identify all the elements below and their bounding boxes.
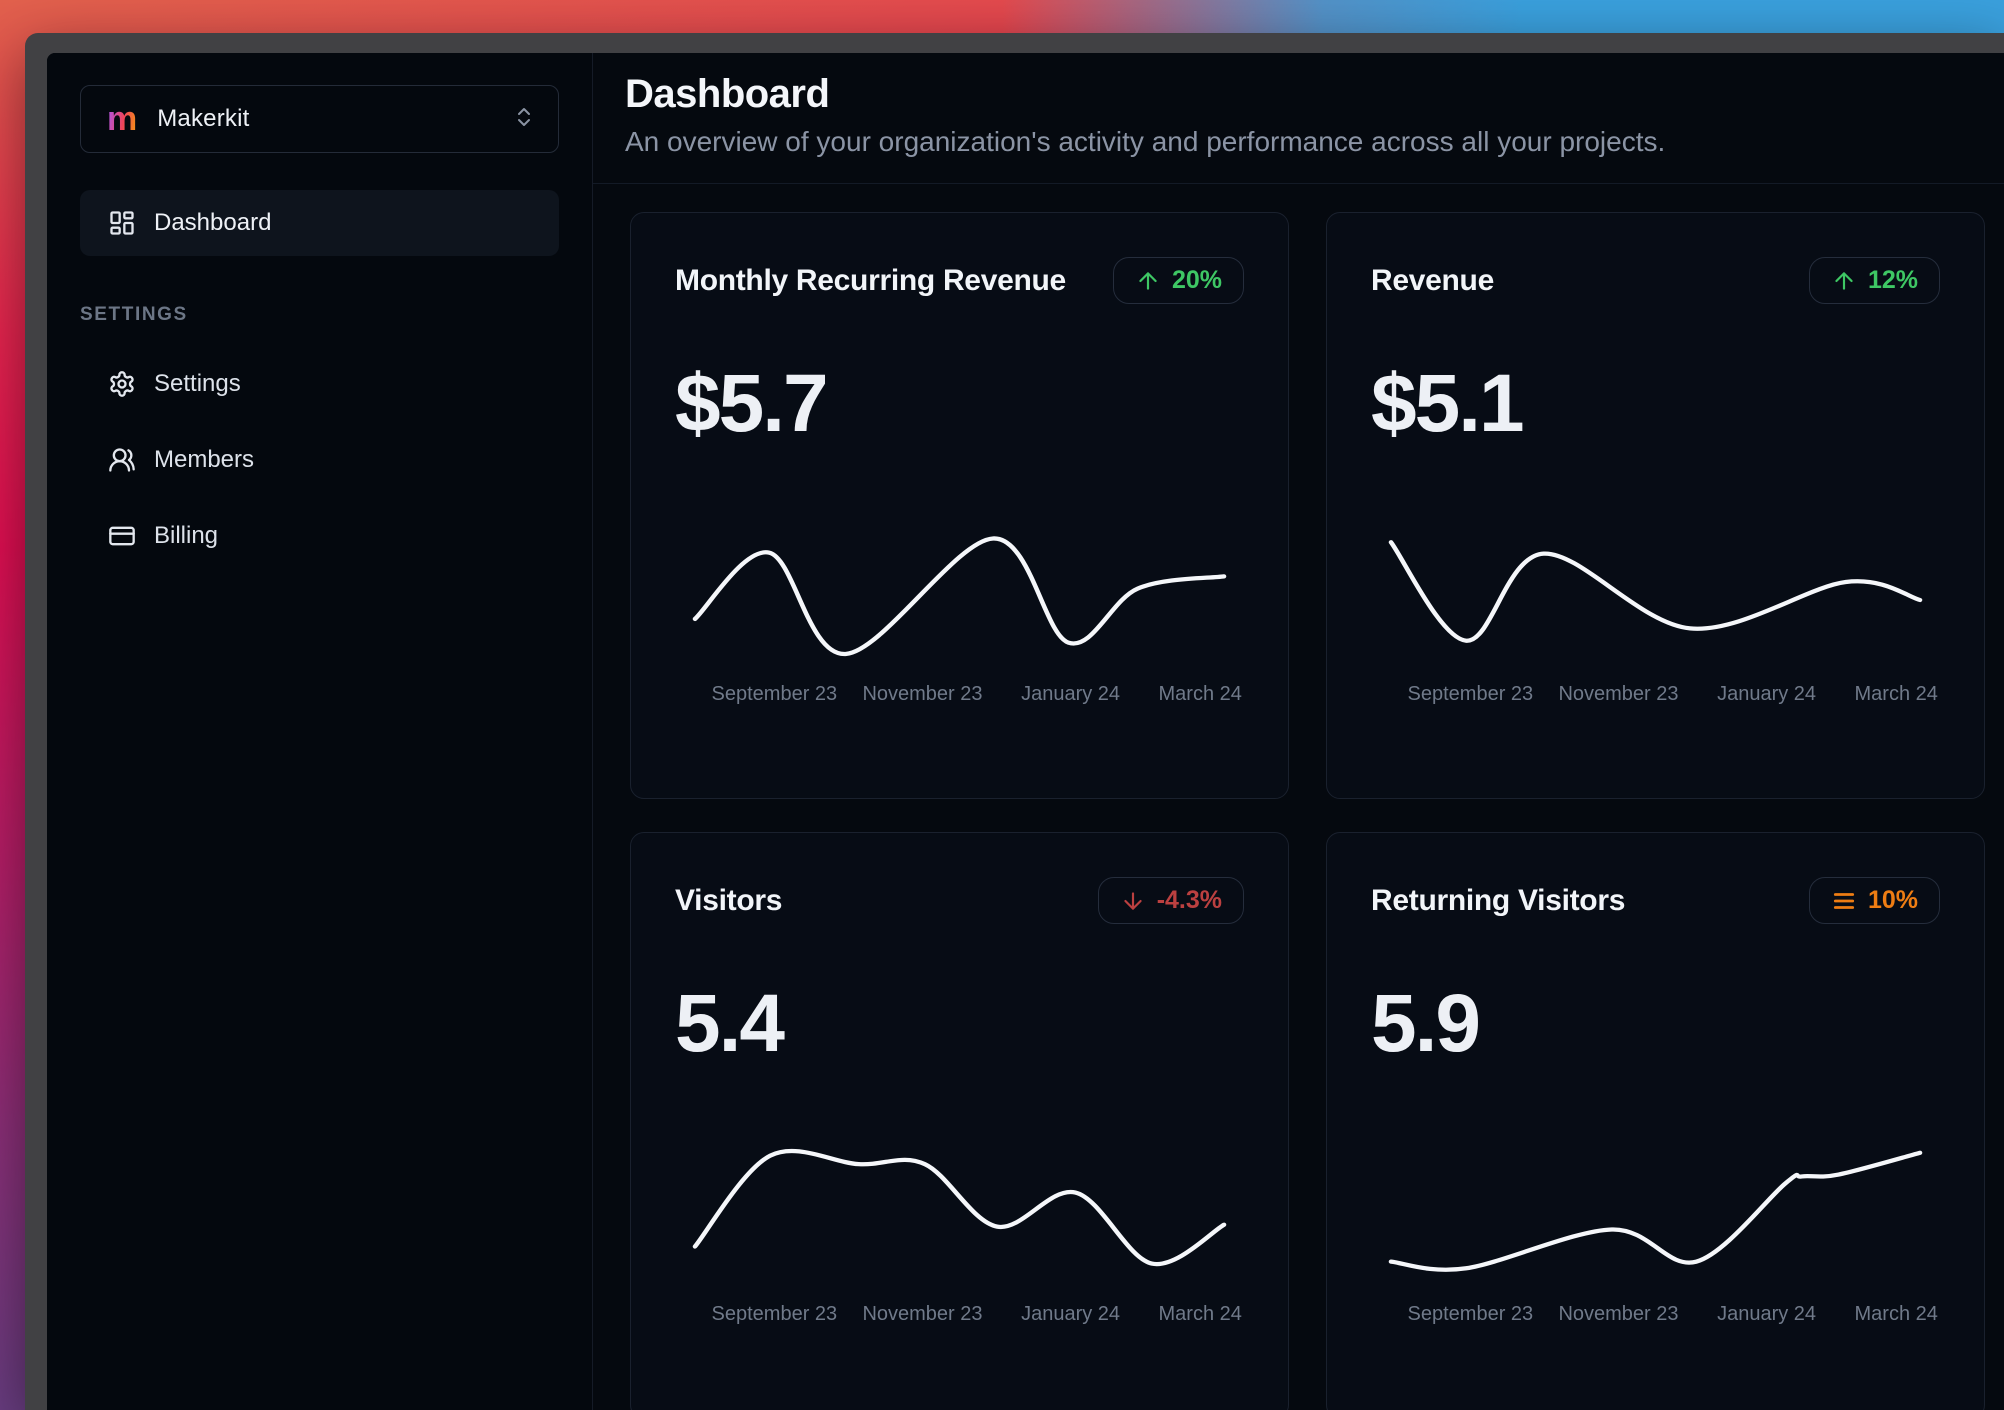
sparkline-chart: September 23 November 23 January 24 March 2… <box>692 1148 1242 1329</box>
page-title: Dashboard <box>625 72 830 116</box>
x-axis-label: January 24 <box>1021 1303 1121 1325</box>
gear-icon <box>108 370 136 398</box>
arrow-up-icon <box>1139 271 1157 290</box>
card-title: Returning Visitors <box>1371 883 1626 917</box>
layout-dashboard-icon <box>108 209 136 237</box>
x-axis-label: January 24 <box>1021 683 1121 705</box>
makerkit-logo-icon: m <box>107 100 138 138</box>
users-icon <box>108 446 136 474</box>
x-axis-label: March 24 <box>1158 1303 1242 1325</box>
app-window: m Makerkit Dashboard SETTINGS Setti <box>25 33 2004 1410</box>
sparkline-chart: September 23 November 23 January 24 March 2… <box>1388 529 1938 709</box>
credit-card-icon <box>108 522 136 550</box>
menu-icon <box>1833 892 1855 909</box>
window-titlebar[interactable] <box>25 33 2004 53</box>
sparkline-path <box>692 1148 1227 1267</box>
app-content: m Makerkit Dashboard SETTINGS Setti <box>47 53 2004 1410</box>
card-title: Monthly Recurring Revenue <box>675 263 1066 297</box>
trend-badge: 12% <box>1808 257 1940 304</box>
x-axis-label: September 23 <box>711 683 838 705</box>
metric-card-visitors: Visitors -4.3% 5.4 September 23 November … <box>630 832 1289 1410</box>
metric-card-monthly-recurring-revenue: Monthly Recurring Revenue 20% $5.7 Septe… <box>630 212 1289 799</box>
x-axis-label: November 23 <box>1558 683 1679 705</box>
x-axis-label: September 23 <box>1407 683 1534 705</box>
x-axis-label: March 24 <box>1158 683 1242 705</box>
x-axis-label: September 23 <box>711 1303 838 1325</box>
sparkline-path <box>1388 540 1923 643</box>
trend-badge: 10% <box>1808 877 1940 924</box>
metric-value: 5.4 <box>675 978 785 1069</box>
sidebar-item-members[interactable]: Members <box>80 428 559 492</box>
main-content: Dashboard An overview of your organizati… <box>593 53 2004 1410</box>
x-axis-label: March 24 <box>1854 683 1938 705</box>
sparkline-path <box>1388 1150 1923 1272</box>
x-axis-label: November 23 <box>862 1303 983 1325</box>
metric-value: 5.9 <box>1371 978 1481 1069</box>
sidebar-section-label: SETTINGS <box>80 304 188 325</box>
x-axis-labels: September 23 November 23 January 24 March 2… <box>1391 683 1938 709</box>
sidebar-item-label: Settings <box>154 370 241 397</box>
trend-badge: 20% <box>1112 257 1244 304</box>
x-axis-label: November 23 <box>862 683 983 705</box>
trend-value: -4.3% <box>1156 886 1222 914</box>
trend-value: 12% <box>1867 266 1918 294</box>
workspace-selector[interactable]: m Makerkit <box>80 85 559 153</box>
arrow-down-icon <box>1124 891 1142 910</box>
page-subtitle: An overview of your organization's activ… <box>625 126 1666 157</box>
metric-value: $5.7 <box>675 358 829 449</box>
sparkline-chart: September 23 November 23 January 24 March 2… <box>1388 1149 1938 1329</box>
sidebar-item-label: Billing <box>154 522 219 549</box>
sidebar: m Makerkit Dashboard SETTINGS Setti <box>47 53 593 1410</box>
workspace-name: Makerkit <box>157 105 250 132</box>
sparkline-chart: September 23 November 23 January 24 March 2… <box>692 529 1242 709</box>
trend-value: 10% <box>1867 886 1918 914</box>
sidebar-item-label: Members <box>154 446 255 473</box>
trend-value: 20% <box>1171 266 1222 294</box>
sidebar-item-billing[interactable]: Billing <box>80 504 559 568</box>
arrow-up-icon <box>1835 271 1853 290</box>
x-axis-labels: September 23 November 23 January 24 March 2… <box>695 683 1242 709</box>
chevrons-up-down-icon <box>512 105 536 134</box>
sidebar-item-settings[interactable]: Settings <box>80 352 559 416</box>
sidebar-item-label: Dashboard <box>154 209 272 236</box>
x-axis-labels: September 23 November 23 January 24 March 2… <box>1391 1303 1938 1329</box>
x-axis-label: September 23 <box>1407 1303 1534 1325</box>
card-title: Revenue <box>1371 263 1494 297</box>
trend-badge: -4.3% <box>1097 877 1244 924</box>
page-header: Dashboard An overview of your organizati… <box>593 53 2004 184</box>
sparkline-path <box>692 536 1227 657</box>
metric-value: $5.1 <box>1371 358 1525 449</box>
sidebar-item-dashboard[interactable]: Dashboard <box>80 190 559 256</box>
x-axis-labels: September 23 November 23 January 24 March 2… <box>695 1303 1242 1329</box>
metric-cards-grid: Monthly Recurring Revenue 20% $5.7 Septe… <box>593 184 2004 1410</box>
x-axis-label: January 24 <box>1717 1303 1817 1325</box>
metric-card-returning-visitors: Returning Visitors 10% 5.9 September 23 N… <box>1326 832 1985 1410</box>
x-axis-label: November 23 <box>1558 1303 1679 1325</box>
settings-nav: Settings Members Billing <box>80 352 559 568</box>
metric-card-revenue: Revenue 12% $5.1 September 23 November 23… <box>1326 212 1985 799</box>
card-title: Visitors <box>675 883 783 917</box>
x-axis-label: January 24 <box>1717 683 1817 705</box>
x-axis-label: March 24 <box>1854 1303 1938 1325</box>
